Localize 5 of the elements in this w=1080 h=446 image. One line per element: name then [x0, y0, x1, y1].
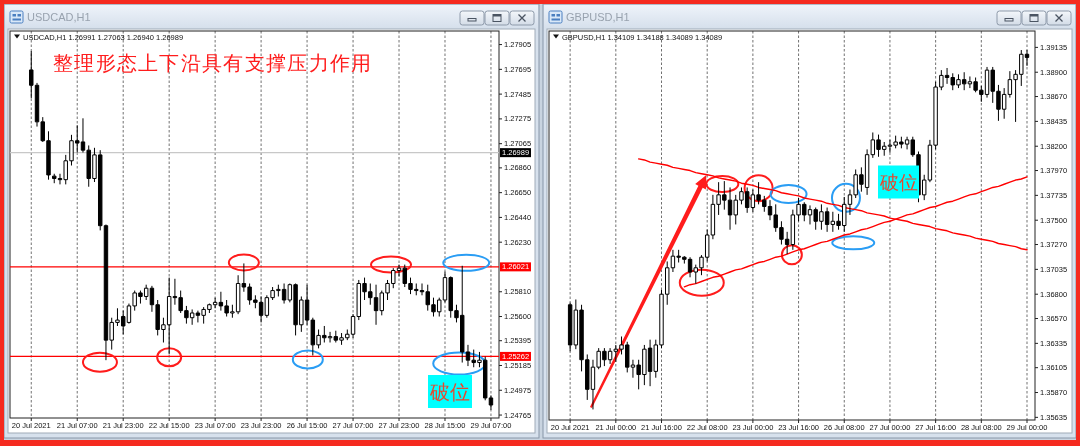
chart-title: USDCAD,H1 — [27, 11, 91, 23]
annotation: 整理形态上下沿具有支撑压力作用 — [53, 51, 373, 75]
chart-title: GBPUSD,H1 — [566, 11, 630, 23]
annotation: 破位 — [878, 171, 918, 193]
annotation: 破位 — [429, 379, 470, 404]
